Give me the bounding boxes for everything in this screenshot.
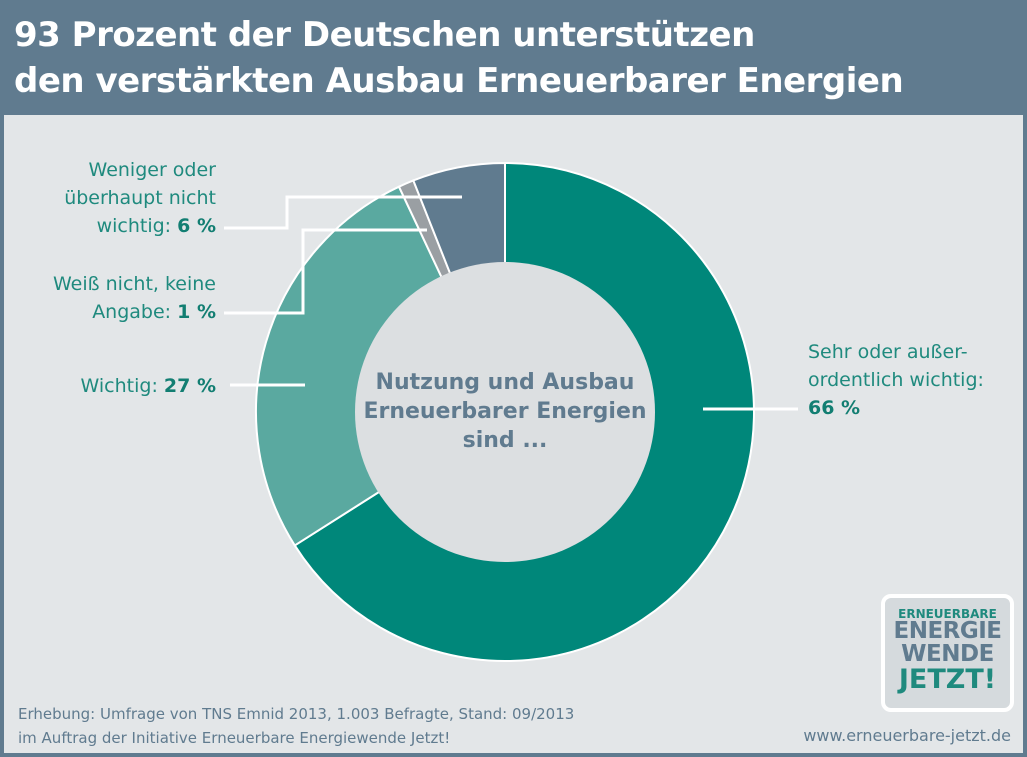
leader-line-weniger: [224, 195, 462, 230]
label-wichtig: Wichtig: 27 %: [81, 372, 216, 400]
label-weiss-line2: Angabe:: [92, 301, 178, 323]
label-sehr-value: 66 %: [808, 397, 861, 419]
label-weniger-line2: überhaupt nicht: [64, 187, 216, 209]
label-weiss: Weiß nicht, keine Angabe: 1 %: [53, 270, 216, 326]
label-weiss-value: 1 %: [177, 301, 216, 323]
title-line-1: 93 Prozent der Deutschen unterstützen: [14, 15, 755, 55]
logo-line3: WENDE: [901, 641, 994, 667]
logo-line4: JETZT!: [898, 664, 997, 695]
footer-source: Erhebung: Umfrage von TNS Emnid 2013, 1.…: [18, 702, 574, 750]
label-wichtig-text: Wichtig:: [80, 375, 164, 397]
footer-url: www.erneuerbare-jetzt.de: [803, 726, 1011, 745]
label-sehr: Sehr oder außer- ordentlich wichtig: 66 …: [808, 338, 984, 422]
label-sehr-line1: Sehr oder außer-: [808, 341, 968, 363]
donut-hole: [355, 262, 655, 562]
label-weniger-value: 6 %: [177, 215, 216, 237]
chart-title: 93 Prozent der Deutschen unterstützen de…: [14, 12, 904, 104]
center-line-2: Erneuerbarer Energien: [363, 399, 647, 424]
label-weniger-line1: Weniger oder: [88, 159, 216, 181]
logo-line1: ERNEUERBARE: [898, 607, 997, 621]
label-weniger-line3: wichtig:: [96, 215, 178, 237]
leader-line-weiss: [224, 228, 427, 315]
title-line-2: den verstärkten Ausbau Erneuerbarer Ener…: [14, 61, 904, 101]
label-weiss-line1: Weiß nicht, keine: [52, 273, 216, 295]
footer-line2: im Auftrag der Initiative Erneuerbare En…: [18, 729, 451, 747]
logo: ERNEUERBARE ENERGIE WENDE JETZT!: [881, 594, 1014, 712]
center-line-3: sind ...: [462, 428, 548, 453]
footer-line1: Erhebung: Umfrage von TNS Emnid 2013, 1.…: [18, 705, 575, 723]
label-sehr-line2: ordentlich wichtig:: [808, 369, 984, 391]
center-line-1: Nutzung und Ausbau: [375, 370, 635, 395]
logo-line2: ENERGIE: [893, 618, 1002, 644]
label-wichtig-value: 27 %: [163, 375, 216, 397]
label-weniger: Weniger oder überhaupt nicht wichtig: 6 …: [64, 156, 216, 240]
center-label: Nutzung und Ausbau Erneuerbarer Energien…: [355, 368, 655, 455]
